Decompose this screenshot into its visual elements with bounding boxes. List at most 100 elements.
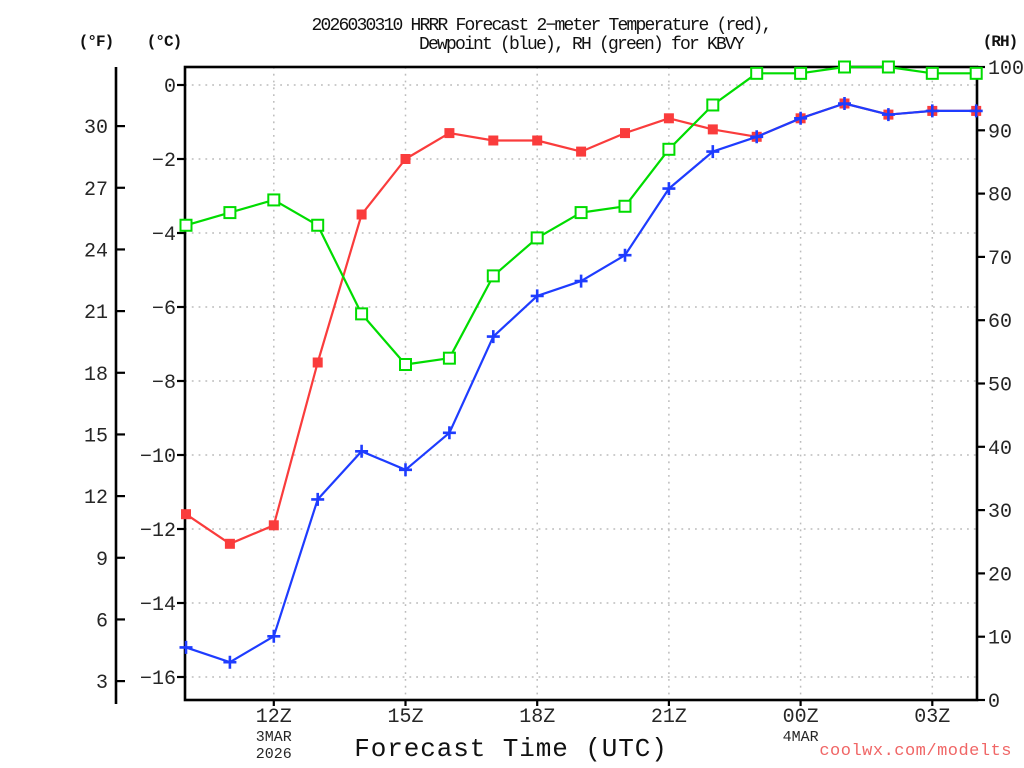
fahrenheit-tick-label: 9 xyxy=(96,549,108,572)
watermark-link[interactable]: coolwx.com/modelts xyxy=(819,742,1012,761)
fahrenheit-tick-label: 27 xyxy=(84,179,108,202)
fahrenheit-tick-label: 6 xyxy=(96,610,108,633)
rh-tick-label: 20 xyxy=(988,564,1012,587)
date-label: 3MAR xyxy=(256,729,292,746)
temperature-marker xyxy=(268,520,279,531)
gridlines xyxy=(185,67,977,700)
chart-title-line1: 2026030310 HRRR Forecast 2−meter Tempera… xyxy=(311,16,772,36)
temperature-marker xyxy=(488,135,499,146)
fahrenheit-tick-label: 3 xyxy=(96,672,108,695)
celsius-tick-label: −2 xyxy=(152,150,176,173)
relative-humidity-series xyxy=(179,60,983,372)
celsius-tick-label: 0 xyxy=(164,76,176,99)
time-tick-label: 15Z xyxy=(387,706,423,729)
dewpoint-marker xyxy=(969,104,983,118)
fahrenheit-tick-label: 21 xyxy=(84,302,108,325)
celsius-tick-label: −6 xyxy=(152,298,176,321)
temperature-marker xyxy=(620,128,630,139)
celsius-tick-label: −16 xyxy=(140,668,176,691)
time-tick-label: 12Z xyxy=(256,706,292,729)
temperature-marker xyxy=(444,128,455,139)
rh-tick-label: 30 xyxy=(988,501,1012,524)
relative-humidity-marker xyxy=(925,66,939,80)
relative-humidity-marker xyxy=(881,60,895,74)
relative-humidity-marker xyxy=(794,66,808,80)
dewpoint-marker xyxy=(574,274,588,288)
rh-tick-label: 70 xyxy=(988,248,1012,271)
chart-title-line2: Dewpoint (blue), RH (green) for KBVY xyxy=(418,35,745,55)
relative-humidity-marker xyxy=(574,206,588,220)
dewpoint-marker xyxy=(442,426,456,440)
celsius-tick-label: −14 xyxy=(140,594,176,617)
relative-humidity-marker xyxy=(399,358,412,372)
rh-tick-label: 0 xyxy=(988,691,1000,714)
dewpoint-marker xyxy=(881,108,895,122)
rh-tick-label: 60 xyxy=(988,311,1012,334)
time-tick-label: 03Z xyxy=(914,706,950,729)
relative-humidity-marker xyxy=(179,218,193,232)
dewpoint-marker xyxy=(311,492,325,506)
temperature-marker xyxy=(224,538,235,549)
temperature-marker xyxy=(356,209,367,220)
fahrenheit-tick-label: 12 xyxy=(84,487,108,510)
relative-humidity-marker xyxy=(662,142,676,156)
temperature-marker xyxy=(707,124,718,135)
relative-humidity-marker xyxy=(618,199,632,213)
dewpoint-marker xyxy=(662,182,676,196)
date-label: 2026 xyxy=(256,746,292,763)
rh-tick-label: 10 xyxy=(988,628,1012,651)
plot-border xyxy=(183,65,979,702)
date-label: 4MAR xyxy=(783,729,819,746)
relative-humidity-marker xyxy=(706,98,720,112)
dewpoint-marker xyxy=(838,97,851,110)
dewpoint-marker xyxy=(267,629,281,643)
dewpoint-marker xyxy=(399,463,412,477)
x-axis-title: Forecast Time (UTC) xyxy=(354,734,668,764)
dewpoint-marker xyxy=(706,145,720,159)
celsius-tick-label: −12 xyxy=(140,520,176,543)
fahrenheit-tick-label: 24 xyxy=(84,240,108,263)
rh-tick-label: 100 xyxy=(988,58,1024,81)
time-tick-label: 00Z xyxy=(783,706,819,729)
fahrenheit-tick-label: 18 xyxy=(84,364,108,387)
temperature-marker xyxy=(312,357,323,368)
dewpoint-series xyxy=(179,97,983,669)
fahrenheit-tick-label: 30 xyxy=(84,117,108,140)
dewpoint-marker xyxy=(750,130,764,144)
relative-humidity-marker xyxy=(223,206,237,220)
temperature-line xyxy=(185,102,977,545)
temperature-marker xyxy=(532,135,543,146)
celsius-tick-label: −10 xyxy=(140,446,176,469)
celsius-axis: 0 −2 −4 −6 −8 −10 −12 −14 −16 xyxy=(140,76,185,691)
celsius-axis-unit-label: (°C) xyxy=(146,33,182,51)
dewpoint-marker xyxy=(794,111,808,125)
rh-tick-label: 40 xyxy=(988,438,1012,461)
temperature-marker xyxy=(181,509,191,520)
temperature-marker xyxy=(663,113,674,124)
temperature-marker xyxy=(400,154,411,164)
celsius-tick-label: −8 xyxy=(152,372,176,395)
time-tick-label: 18Z xyxy=(519,706,555,729)
rh-axis-unit-label: (RH) xyxy=(982,33,1018,51)
fahrenheit-axis-unit-label: (°F) xyxy=(78,33,114,51)
relative-humidity-marker xyxy=(355,307,369,321)
fahrenheit-axis: 30 27 24 21 18 15 12 9 6 3 xyxy=(84,67,125,704)
rh-tick-label: 50 xyxy=(988,375,1012,398)
dewpoint-marker xyxy=(530,289,544,303)
dewpoint-marker xyxy=(925,104,939,118)
dewpoint-marker xyxy=(486,330,500,344)
rh-tick-label: 90 xyxy=(988,121,1012,144)
relative-humidity-marker xyxy=(267,193,281,207)
temperature-marker xyxy=(576,146,587,157)
relative-humidity-marker xyxy=(838,60,851,74)
celsius-tick-label: −4 xyxy=(152,224,176,247)
time-tick-label: 21Z xyxy=(651,706,687,729)
relative-humidity-marker xyxy=(486,269,500,283)
relative-humidity-marker xyxy=(969,66,983,80)
dewpoint-marker xyxy=(223,655,237,669)
relative-humidity-marker xyxy=(530,231,544,245)
